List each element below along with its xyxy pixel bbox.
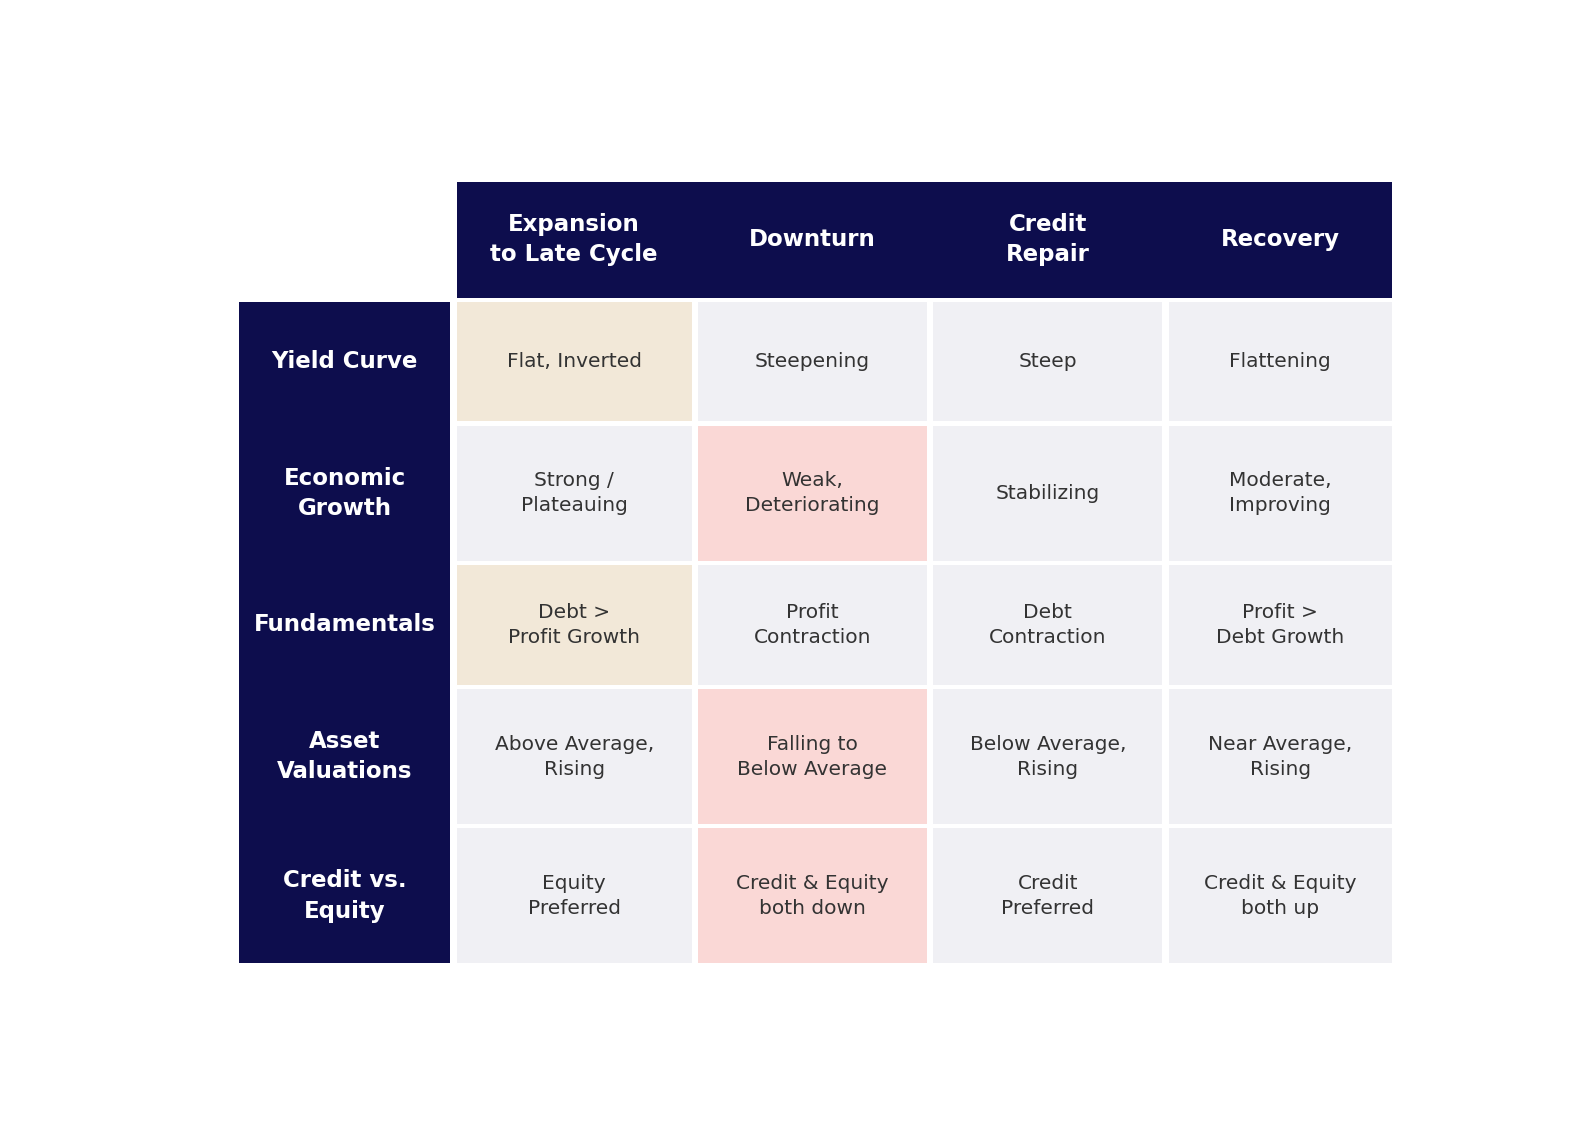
FancyBboxPatch shape xyxy=(457,689,692,824)
Text: Stabilizing: Stabilizing xyxy=(996,484,1099,502)
Text: Yield Curve: Yield Curve xyxy=(272,350,418,373)
FancyBboxPatch shape xyxy=(1168,565,1392,685)
Text: Strong /
Plateauing: Strong / Plateauing xyxy=(520,472,627,515)
FancyBboxPatch shape xyxy=(698,829,928,964)
FancyBboxPatch shape xyxy=(457,181,1392,297)
Text: Credit & Equity
both down: Credit & Equity both down xyxy=(737,874,889,917)
Text: Credit & Equity
both up: Credit & Equity both up xyxy=(1204,874,1357,917)
Text: Flattening: Flattening xyxy=(1230,353,1332,371)
Text: Debt
Contraction: Debt Contraction xyxy=(990,603,1106,646)
Text: Fundamentals: Fundamentals xyxy=(255,613,436,636)
FancyBboxPatch shape xyxy=(934,829,1163,964)
Text: Downturn: Downturn xyxy=(749,228,875,252)
Text: Credit
Repair: Credit Repair xyxy=(1006,213,1090,266)
Text: Recovery: Recovery xyxy=(1220,228,1340,252)
Text: Profit >
Debt Growth: Profit > Debt Growth xyxy=(1216,603,1344,646)
Text: Weak,
Deteriorating: Weak, Deteriorating xyxy=(745,472,880,515)
Text: Near Average,
Rising: Near Average, Rising xyxy=(1208,735,1352,779)
Text: Credit
Preferred: Credit Preferred xyxy=(1001,874,1095,917)
FancyBboxPatch shape xyxy=(457,829,692,964)
Text: Debt >
Profit Growth: Debt > Profit Growth xyxy=(508,603,640,646)
Text: Steep: Steep xyxy=(1018,353,1077,371)
FancyBboxPatch shape xyxy=(698,425,928,561)
FancyBboxPatch shape xyxy=(1168,425,1392,561)
Text: Credit vs.
Equity: Credit vs. Equity xyxy=(283,870,407,923)
FancyBboxPatch shape xyxy=(698,689,928,824)
Text: Flat, Inverted: Flat, Inverted xyxy=(506,353,641,371)
Text: Falling to
Below Average: Falling to Below Average xyxy=(738,735,888,779)
FancyBboxPatch shape xyxy=(934,302,1163,422)
Text: Above Average,
Rising: Above Average, Rising xyxy=(495,735,654,779)
FancyBboxPatch shape xyxy=(1168,829,1392,964)
FancyBboxPatch shape xyxy=(698,565,928,685)
Text: Steepening: Steepening xyxy=(754,353,870,371)
FancyBboxPatch shape xyxy=(1168,302,1392,422)
Text: Economic
Growth: Economic Growth xyxy=(283,467,406,519)
FancyBboxPatch shape xyxy=(457,302,692,422)
Text: Expansion
to Late Cycle: Expansion to Late Cycle xyxy=(490,213,659,266)
FancyBboxPatch shape xyxy=(934,425,1163,561)
FancyBboxPatch shape xyxy=(698,302,928,422)
Text: Moderate,
Improving: Moderate, Improving xyxy=(1228,472,1332,515)
Text: Below Average,
Rising: Below Average, Rising xyxy=(969,735,1126,779)
Text: Profit
Contraction: Profit Contraction xyxy=(754,603,872,646)
FancyBboxPatch shape xyxy=(934,565,1163,685)
Text: Asset
Valuations: Asset Valuations xyxy=(277,730,412,784)
FancyBboxPatch shape xyxy=(457,425,692,561)
FancyBboxPatch shape xyxy=(1168,689,1392,824)
FancyBboxPatch shape xyxy=(239,302,450,964)
FancyBboxPatch shape xyxy=(934,689,1163,824)
FancyBboxPatch shape xyxy=(457,565,692,685)
Text: Equity
Preferred: Equity Preferred xyxy=(528,874,620,917)
